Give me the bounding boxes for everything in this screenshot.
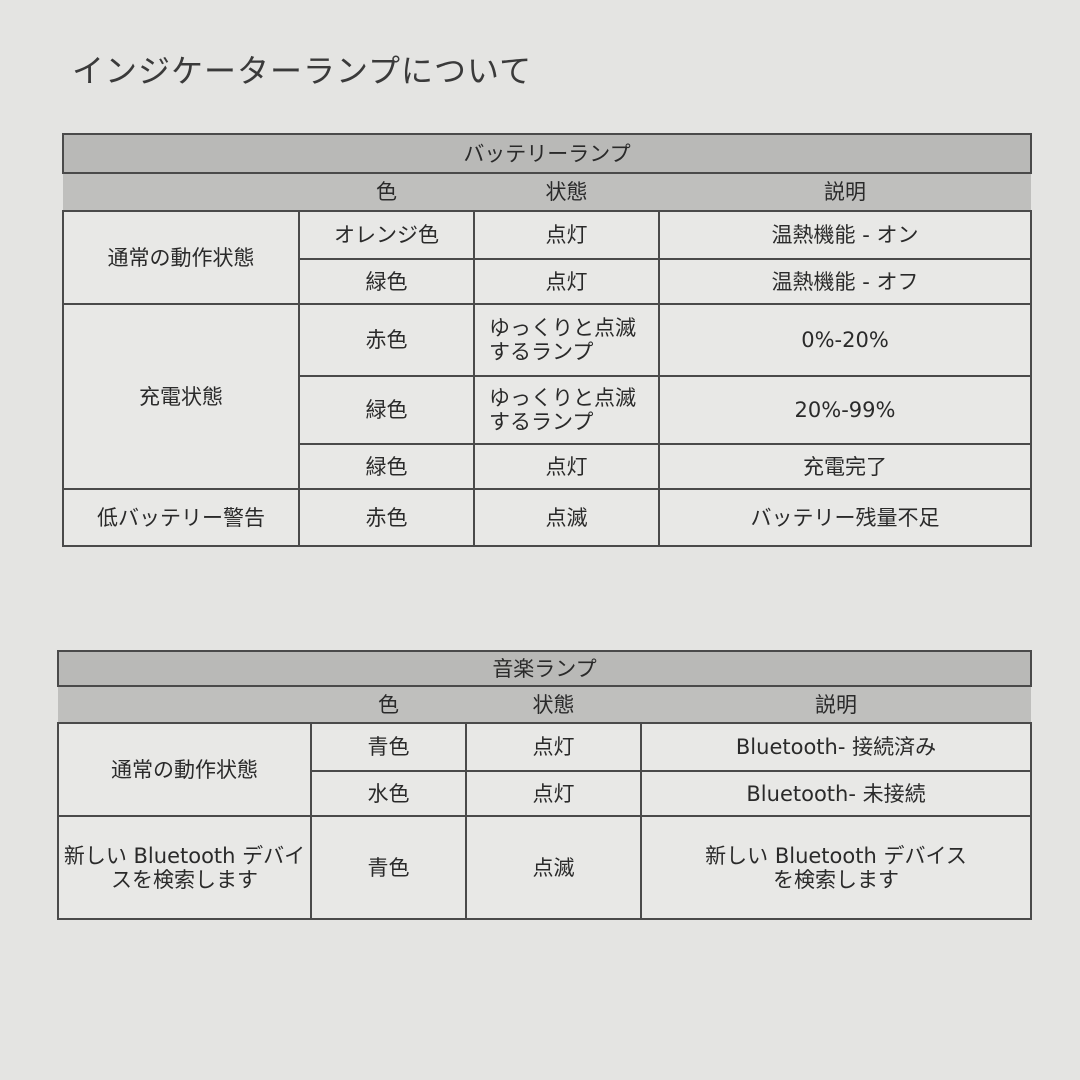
color-cell: 青色 bbox=[310, 815, 467, 920]
header-color: 色 bbox=[311, 685, 466, 724]
table-row: 緑色 点灯 充電完了 bbox=[63, 443, 1032, 490]
table-row: 低バッテリー警告 赤色 点滅 バッテリー残量不足 bbox=[62, 488, 1032, 547]
battery-lamp-table: バッテリーランプ 色 状態 説明 通常の動作状態 オレンジ色 点灯 温熱機能 -… bbox=[62, 133, 1032, 547]
color-cell: 緑色 bbox=[298, 375, 475, 445]
page-title: インジケーターランプについて bbox=[72, 52, 533, 90]
group-label: 通常の動作状態 bbox=[62, 210, 300, 305]
color-cell: 赤色 bbox=[298, 488, 475, 547]
color-cell: 緑色 bbox=[298, 443, 475, 490]
description-cell: 充電完了 bbox=[658, 443, 1032, 490]
table-row: 通常の動作状態 青色 点灯 Bluetooth- 接続済み bbox=[57, 722, 1032, 817]
table-row: 通常の動作状態 オレンジ色 点灯 温熱機能 - オン bbox=[62, 210, 1032, 305]
table-row: 緑色 ゆっくりと点滅するランプ 20%-99% bbox=[63, 375, 1032, 445]
music-lamp-table: 音楽ランプ 色 状態 説明 通常の動作状態 青色 点灯 Bluetooth- 接… bbox=[57, 650, 1032, 920]
state-cell: 点灯 bbox=[473, 443, 660, 490]
description-cell: 新しい Bluetooth デバイスを検索します bbox=[640, 815, 1032, 920]
header-blank bbox=[58, 685, 311, 724]
description-cell: バッテリー残量不足 bbox=[658, 488, 1032, 547]
state-cell: ゆっくりと点滅するランプ bbox=[473, 303, 660, 377]
table-title: バッテリーランプ bbox=[62, 133, 1032, 174]
description-cell: 温熱機能 - オン bbox=[658, 210, 1032, 260]
description-cell: 20%-99% bbox=[658, 375, 1032, 445]
state-cell: 点灯 bbox=[465, 722, 642, 772]
group-label: 充電状態 bbox=[62, 303, 300, 490]
description-cell: 温熱機能 - オフ bbox=[658, 258, 1032, 305]
header-description: 説明 bbox=[659, 172, 1031, 212]
color-cell: 緑色 bbox=[298, 258, 475, 305]
table-row: 水色 点灯 Bluetooth- 未接続 bbox=[58, 770, 1032, 817]
table-row: 新しい Bluetooth デバイスを検索します 青色 点滅 新しい Bluet… bbox=[57, 815, 1032, 920]
group-label: 低バッテリー警告 bbox=[62, 488, 300, 547]
header-state: 状態 bbox=[474, 172, 659, 212]
state-cell: 点滅 bbox=[473, 488, 660, 547]
header-blank bbox=[63, 172, 299, 212]
color-cell: 青色 bbox=[310, 722, 467, 772]
table-title: 音楽ランプ bbox=[57, 650, 1032, 687]
group-label: 通常の動作状態 bbox=[57, 722, 312, 817]
group-label: 新しい Bluetooth デバイスを検索します bbox=[57, 815, 312, 920]
color-cell: オレンジ色 bbox=[298, 210, 475, 260]
state-cell: ゆっくりと点滅するランプ bbox=[473, 375, 660, 445]
header-color: 色 bbox=[299, 172, 474, 212]
header-description: 説明 bbox=[641, 685, 1031, 724]
state-cell: 点灯 bbox=[465, 770, 642, 817]
color-cell: 水色 bbox=[310, 770, 467, 817]
color-cell: 赤色 bbox=[298, 303, 475, 377]
description-cell: Bluetooth- 接続済み bbox=[640, 722, 1032, 772]
state-cell: 点滅 bbox=[465, 815, 642, 920]
table-row: 充電状態 赤色 ゆっくりと点滅するランプ 0%-20% bbox=[62, 303, 1032, 490]
table-row: 緑色 点灯 温熱機能 - オフ bbox=[63, 258, 1032, 305]
state-cell: 点灯 bbox=[473, 258, 660, 305]
header-state: 状態 bbox=[466, 685, 641, 724]
description-cell: 0%-20% bbox=[658, 303, 1032, 377]
description-cell: Bluetooth- 未接続 bbox=[640, 770, 1032, 817]
state-cell: 点灯 bbox=[473, 210, 660, 260]
